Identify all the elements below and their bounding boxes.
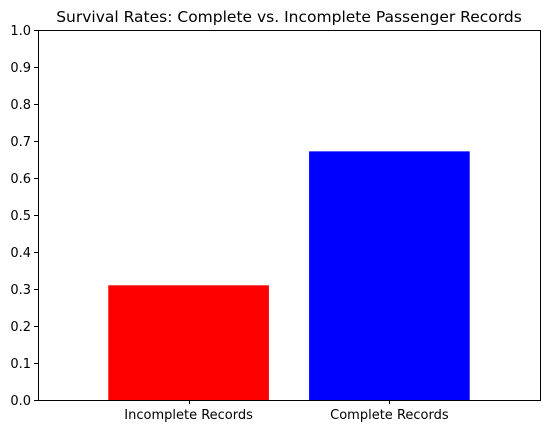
y-tick-label: 0.0 — [10, 394, 31, 409]
y-tick-label: 0.1 — [10, 357, 31, 372]
bar — [108, 285, 269, 400]
y-tick-label: 1.0 — [10, 24, 31, 39]
y-tick-label: 0.6 — [10, 172, 31, 187]
plot-frame — [38, 30, 541, 401]
y-tick-label: 0.7 — [10, 135, 31, 150]
y-tick-label: 0.4 — [10, 246, 31, 261]
y-tick-label: 0.2 — [10, 320, 31, 335]
bars — [108, 151, 470, 400]
axis-ticks: 0.0 0.1 0.2 0.3 0.4 0.5 0.6 0.7 0.8 0.9 1.0 Incompl… — [10, 24, 449, 423]
x-tick-label: Incomplete Records — [124, 408, 253, 423]
y-tick-label: 0.3 — [10, 283, 31, 298]
y-tick-label: 0.9 — [10, 61, 31, 76]
y-tick-label: 0.5 — [10, 209, 31, 224]
chart-title: Survival Rates: Complete vs. Incomplete … — [56, 8, 522, 26]
x-tick-label: Complete Records — [330, 408, 449, 423]
y-tick-label: 0.8 — [10, 98, 31, 113]
bar — [309, 151, 470, 400]
